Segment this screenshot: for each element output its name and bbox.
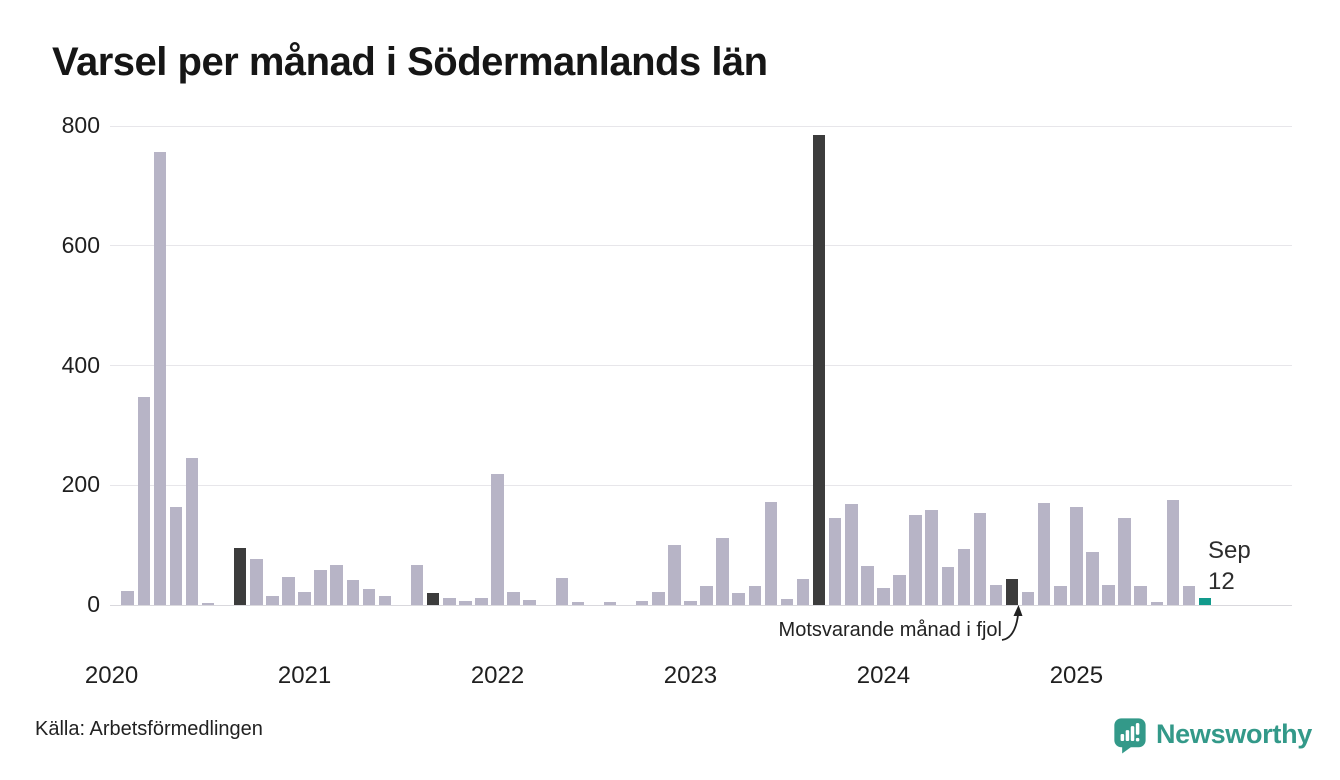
- bar-jul-2023: [780, 599, 794, 605]
- brand-name: Newsworthy: [1155, 718, 1312, 749]
- bar-feb-2024: [893, 575, 906, 605]
- bar-nov-2020: [266, 596, 279, 605]
- bar-feb-2021: [314, 569, 327, 605]
- x-axis-year-label-2024: 2024: [856, 662, 911, 689]
- bar-jan-2022: [491, 474, 504, 605]
- bar-may-2023: [748, 585, 762, 605]
- gridline-200: [110, 484, 1292, 486]
- bar-feb-2023: [700, 586, 713, 605]
- y-axis-label-200: 200: [61, 471, 100, 498]
- bar-may-2025: [1134, 586, 1147, 605]
- bar-may-2021: [362, 588, 376, 605]
- page-title: Varsel per månad i Södermanlands län: [52, 40, 768, 84]
- bar-mar-2022: [523, 600, 536, 605]
- bar-sep-2024: [1005, 579, 1019, 605]
- bar-sep-2020: [233, 548, 247, 605]
- bar-feb-2022: [507, 592, 520, 605]
- bar-dec-2021: [475, 598, 488, 605]
- bar-nov-2022: [652, 591, 665, 605]
- x-axis-year-label-2020: 2020: [84, 662, 139, 689]
- y-axis-label-800: 800: [61, 112, 100, 138]
- bar-jan-2024: [877, 588, 890, 605]
- bar-may-2022: [555, 578, 569, 605]
- bar-oct-2024: [1021, 592, 1035, 605]
- bar-mar-2024: [909, 515, 922, 605]
- bar-dec-2023: [861, 566, 874, 605]
- bar-dec-2020: [282, 577, 295, 605]
- y-axis-label-0: 0: [87, 591, 100, 617]
- last-point-value: 12: [1208, 568, 1235, 595]
- x-axis-year-label-2022: 2022: [470, 662, 525, 689]
- bar-aug-2025: [1182, 585, 1196, 605]
- gridline-800: [110, 125, 1292, 127]
- bar-jun-2025: [1150, 602, 1164, 605]
- bar-oct-2022: [635, 601, 649, 605]
- bar-apr-2021: [346, 579, 360, 605]
- bar-mar-2023: [716, 537, 729, 605]
- newsworthy-bubble-icon: [1114, 718, 1146, 754]
- gridline-400: [110, 365, 1292, 366]
- bar-oct-2021: [443, 598, 456, 605]
- bar-jun-2024: [957, 549, 971, 605]
- bar-jun-2022: [571, 602, 585, 605]
- y-axis-label-600: 600: [61, 231, 100, 258]
- x-axis-year-label-2025: 2025: [1049, 662, 1104, 689]
- bar-sep-2025: [1198, 597, 1212, 605]
- bar-feb-2025: [1086, 551, 1099, 605]
- bar-aug-2022: [603, 602, 617, 605]
- annotation-arrow-icon: [1001, 605, 1023, 641]
- bar-jun-2021: [378, 596, 392, 605]
- bar-jun-2023: [764, 502, 778, 605]
- bar-nov-2021: [459, 601, 472, 605]
- bar-apr-2023: [732, 593, 745, 605]
- bar-jan-2021: [298, 591, 311, 605]
- gridline-0: [110, 604, 1292, 606]
- bar-feb-2020: [121, 590, 134, 605]
- x-axis-year-label-2021: 2021: [277, 662, 332, 689]
- bar-nov-2023: [845, 504, 858, 605]
- bar-aug-2021: [410, 564, 424, 605]
- bar-sep-2021: [426, 593, 440, 605]
- bar-may-2024: [941, 567, 954, 605]
- bar-mar-2025: [1102, 584, 1115, 605]
- bar-jul-2024: [973, 512, 987, 605]
- bar-jul-2025: [1166, 500, 1180, 605]
- bar-aug-2023: [796, 578, 810, 605]
- bar-may-2020: [169, 507, 183, 605]
- bar-jan-2025: [1070, 506, 1083, 605]
- last-point-label: Sep 12: [1208, 535, 1251, 597]
- bar-jan-2023: [684, 600, 697, 605]
- bar-dec-2022: [668, 545, 681, 605]
- brand-logo[interactable]: Newsworthy: [1112, 708, 1312, 760]
- bar-aug-2024: [989, 585, 1003, 605]
- bar-apr-2024: [925, 510, 938, 605]
- bar-jun-2020: [185, 458, 199, 605]
- bar-mar-2020: [137, 396, 150, 605]
- x-axis-year-label-2023: 2023: [663, 662, 718, 689]
- last-point-month: Sep: [1208, 537, 1251, 564]
- annotation-compare-month: Motsvarande månad i fjol: [778, 619, 1002, 641]
- gridline-600: [110, 245, 1292, 247]
- bar-oct-2020: [250, 559, 263, 605]
- bar-jul-2020: [201, 602, 215, 605]
- source-note: Källa: Arbetsförmedlingen: [35, 718, 263, 740]
- bar-oct-2023: [828, 518, 842, 605]
- bar-nov-2024: [1037, 503, 1051, 605]
- bar-sep-2023: [812, 134, 826, 605]
- bar-apr-2025: [1118, 518, 1131, 605]
- bar-mar-2021: [330, 564, 343, 605]
- y-axis-label-400: 400: [61, 351, 100, 378]
- bar-dec-2024: [1054, 586, 1067, 605]
- bar-apr-2020: [153, 151, 167, 605]
